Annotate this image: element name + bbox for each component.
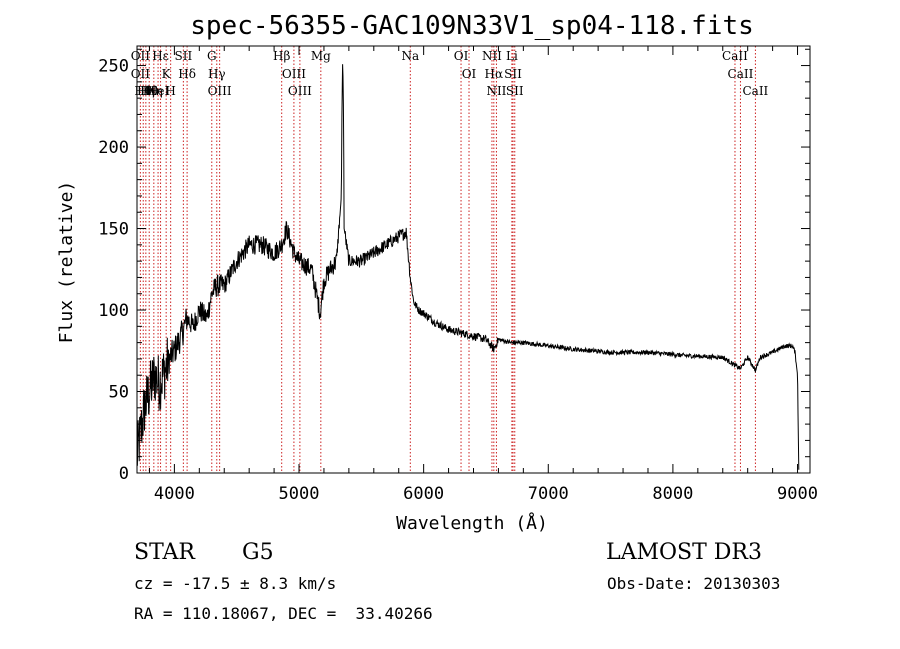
x-axis: 4000 5000 6000 7000 8000 9000 — [148, 46, 818, 504]
y-axis-label: Flux (relative) — [56, 181, 77, 344]
spectral-line-label: Hη — [137, 84, 155, 98]
spectral-line-label: CaII — [742, 84, 768, 98]
x-tick-label: 7000 — [528, 484, 569, 504]
spectral-line-label: Hθ — [140, 84, 158, 98]
spectral-line-label: HeI — [147, 84, 170, 98]
spectral-line-label: OIII — [288, 84, 312, 98]
spectral-line-label: Hε — [152, 49, 169, 63]
y-axis: 0 50 100 150 200 250 — [98, 48, 810, 484]
spectral-line-label: OI — [454, 49, 469, 63]
survey-name: LAMOST DR3 — [606, 540, 762, 565]
y-tick-label: 0 — [119, 464, 129, 484]
spectral-line-label: K — [162, 67, 172, 81]
x-tick-label: 5000 — [279, 484, 320, 504]
y-tick-label: 50 — [109, 383, 129, 403]
x-tick-label: 8000 — [652, 484, 693, 504]
x-axis-label: Wavelength (Å) — [396, 512, 548, 534]
spectrum-line — [136, 64, 800, 470]
spectral-line-label: SII — [506, 84, 524, 98]
x-tick-label: 9000 — [777, 484, 818, 504]
spectral-line-label: Hδ — [178, 67, 196, 81]
y-tick-label: 200 — [98, 138, 129, 158]
spectral-line-label: OIII — [282, 67, 306, 81]
spectral-line-label: OI — [462, 67, 477, 81]
spectral-line-label: H — [165, 84, 175, 98]
x-tick-label: 4000 — [154, 484, 195, 504]
spectral-line-label: Hγ — [208, 67, 226, 81]
spectral-line-label: Hη — [145, 84, 163, 98]
y-tick-label: 150 — [98, 220, 129, 240]
coordinates-text: RA = 110.18067, DEC = 33.40266 — [134, 604, 433, 623]
spectral-line-label: Li — [506, 49, 518, 63]
spectral-line-label: OII — [131, 49, 151, 63]
spectral-line-markers — [139, 46, 756, 473]
object-subclass: G5 — [242, 540, 274, 565]
spectral-line-label: SII — [504, 67, 522, 81]
redshift-text: cz = -17.5 ± 8.3 km/s — [134, 574, 337, 593]
spectral-line-label: Hβ — [273, 49, 290, 63]
spectral-line-label: OII — [131, 67, 151, 81]
spectral-line-label: NII — [482, 49, 502, 63]
y-tick-label: 250 — [98, 57, 129, 77]
spectral-line-label: G — [207, 49, 217, 63]
spectral-line-label: Hθ — [134, 84, 152, 98]
spectral-line-label: Na — [401, 49, 419, 63]
spectral-line-label: OIII — [208, 84, 232, 98]
spectral-line-label: Mg — [311, 49, 331, 63]
y-tick-label: 100 — [98, 301, 129, 321]
spectral-line-label: Hα — [485, 67, 504, 81]
obs-date-text: Obs-Date: 20130303 — [607, 574, 781, 593]
x-tick-label: 6000 — [403, 484, 444, 504]
chart-title: spec-56355-GAC109N33V1_sp04-118.fits — [190, 11, 754, 41]
object-class: STAR — [134, 540, 195, 565]
spectral-line-label: CaII — [728, 67, 754, 81]
spectral-line-label: SII — [175, 49, 193, 63]
spectral-line-label: NII — [486, 84, 506, 98]
spectral-line-label: CaII — [722, 49, 748, 63]
